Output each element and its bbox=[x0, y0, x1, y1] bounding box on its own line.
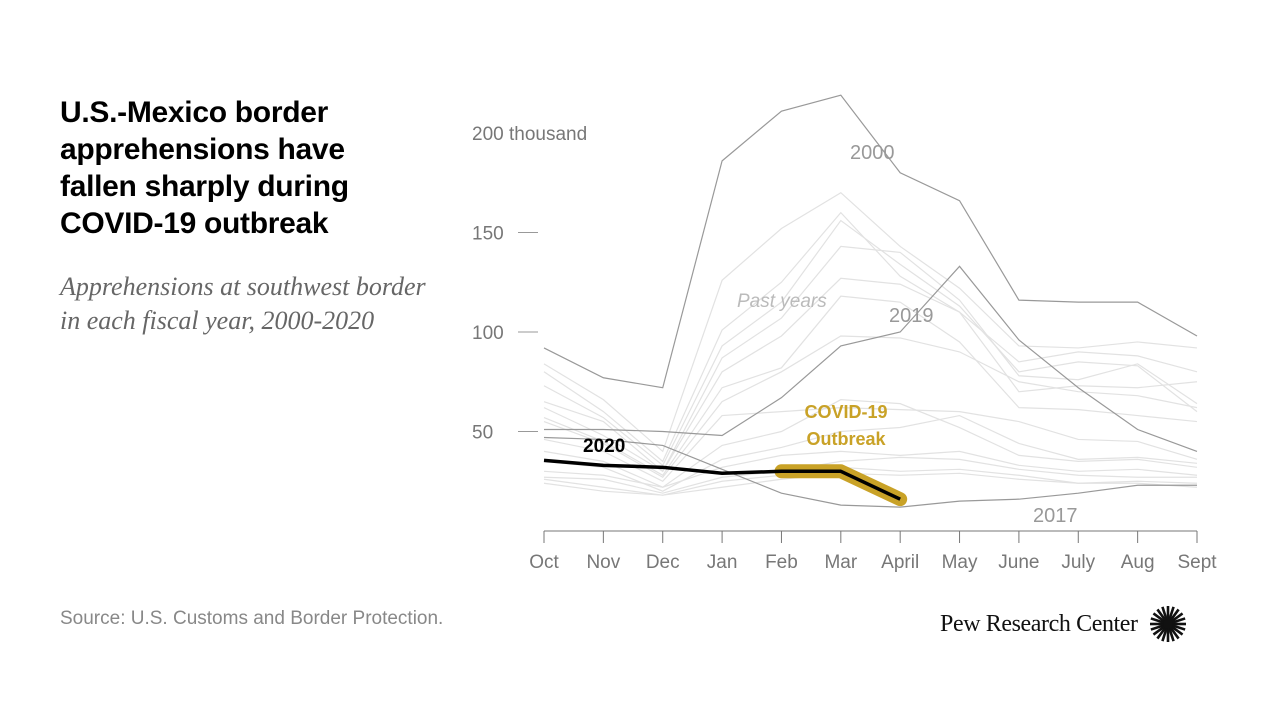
line-2020 bbox=[543, 458, 901, 501]
past-year-line bbox=[543, 414, 1198, 492]
sunburst-ray bbox=[1168, 626, 1180, 640]
x-tick-label: Mar bbox=[824, 552, 857, 573]
past-year-line bbox=[543, 450, 1198, 488]
y-tick-label: 200 thousand bbox=[472, 124, 587, 145]
x-tick-label: Feb bbox=[765, 552, 798, 573]
x-tick-label: Aug bbox=[1121, 552, 1155, 573]
sunburst-center bbox=[1162, 619, 1173, 629]
sunburst-ray bbox=[1168, 608, 1180, 622]
x-tick-label: Dec bbox=[646, 552, 680, 573]
sunburst-ray bbox=[1152, 625, 1166, 636]
sunburst-ray bbox=[1170, 625, 1183, 636]
sunburst-ray bbox=[1160, 606, 1168, 621]
sunburst-ray bbox=[1167, 627, 1175, 642]
x-tick-label: April bbox=[881, 552, 919, 573]
past-year-line bbox=[543, 472, 1198, 496]
sunburst-ray bbox=[1171, 617, 1186, 625]
chart-subtitle: Apprehensions at southwest border in eac… bbox=[60, 272, 426, 335]
y-tick-label: 100 bbox=[472, 323, 504, 344]
x-tick-label: Jan bbox=[707, 552, 738, 573]
logo-text: Pew Research Center bbox=[940, 610, 1138, 637]
sunburst-ray bbox=[1150, 623, 1165, 631]
past-year-line bbox=[543, 211, 1198, 463]
sunburst-ray bbox=[1170, 612, 1183, 623]
x-tick-label: June bbox=[998, 552, 1039, 573]
y-axis: 50 100 150 200 thousand bbox=[472, 124, 587, 444]
covid-label-line1: COVID-19 bbox=[804, 402, 887, 422]
line-2017 bbox=[543, 436, 1197, 508]
y-tick-label: 50 bbox=[472, 423, 493, 444]
x-tick-label: Sept bbox=[1177, 552, 1217, 573]
x-tick-label: July bbox=[1061, 552, 1095, 573]
sunburst-ray bbox=[1150, 617, 1165, 625]
past-years-label: Past years bbox=[737, 291, 827, 312]
pew-sunburst-icon bbox=[1149, 606, 1186, 642]
source-note: Source: U.S. Customs and Border Protecti… bbox=[60, 608, 444, 629]
sunburst-ray bbox=[1156, 608, 1167, 622]
past-year-line bbox=[543, 407, 1198, 482]
chart-title: U.S.-Mexico border apprehensions have fa… bbox=[60, 96, 349, 240]
past-year-line bbox=[543, 399, 1198, 488]
covid-highlight bbox=[774, 464, 908, 507]
x-tick-label: Nov bbox=[586, 552, 620, 573]
past-year-line bbox=[543, 245, 1198, 473]
label-2017: 2017 bbox=[1033, 505, 1078, 527]
label-2019: 2019 bbox=[889, 305, 934, 327]
current-year-line bbox=[543, 458, 908, 507]
sunburst-ray bbox=[1167, 606, 1175, 621]
past-year-line bbox=[543, 295, 1198, 477]
y-tick-label: 150 bbox=[472, 224, 504, 245]
sunburst-ray bbox=[1152, 612, 1166, 623]
line-2000 bbox=[543, 94, 1198, 389]
sunburst-ray bbox=[1160, 627, 1168, 642]
label-2000: 2000 bbox=[850, 142, 895, 164]
line-2019 bbox=[544, 265, 1198, 452]
labeled-year-lines bbox=[543, 94, 1198, 508]
sunburst-ray bbox=[1156, 626, 1167, 640]
x-axis: Oct Nov Dec Jan Feb Mar April May June July Aug Sep… bbox=[529, 530, 1217, 573]
covid-label-line2: Outbreak bbox=[806, 429, 886, 449]
past-year-line bbox=[543, 335, 1198, 479]
past-years-lines bbox=[543, 191, 1198, 496]
past-year-line bbox=[543, 456, 1197, 494]
past-year-line bbox=[543, 191, 1198, 453]
x-tick-label: May bbox=[942, 552, 978, 573]
label-2020: 2020 bbox=[583, 436, 625, 457]
sunburst-ray bbox=[1171, 623, 1186, 631]
x-tick-label: Oct bbox=[529, 552, 559, 573]
past-year-line bbox=[543, 219, 1198, 467]
pew-logo: Pew Research Center bbox=[940, 604, 1188, 644]
